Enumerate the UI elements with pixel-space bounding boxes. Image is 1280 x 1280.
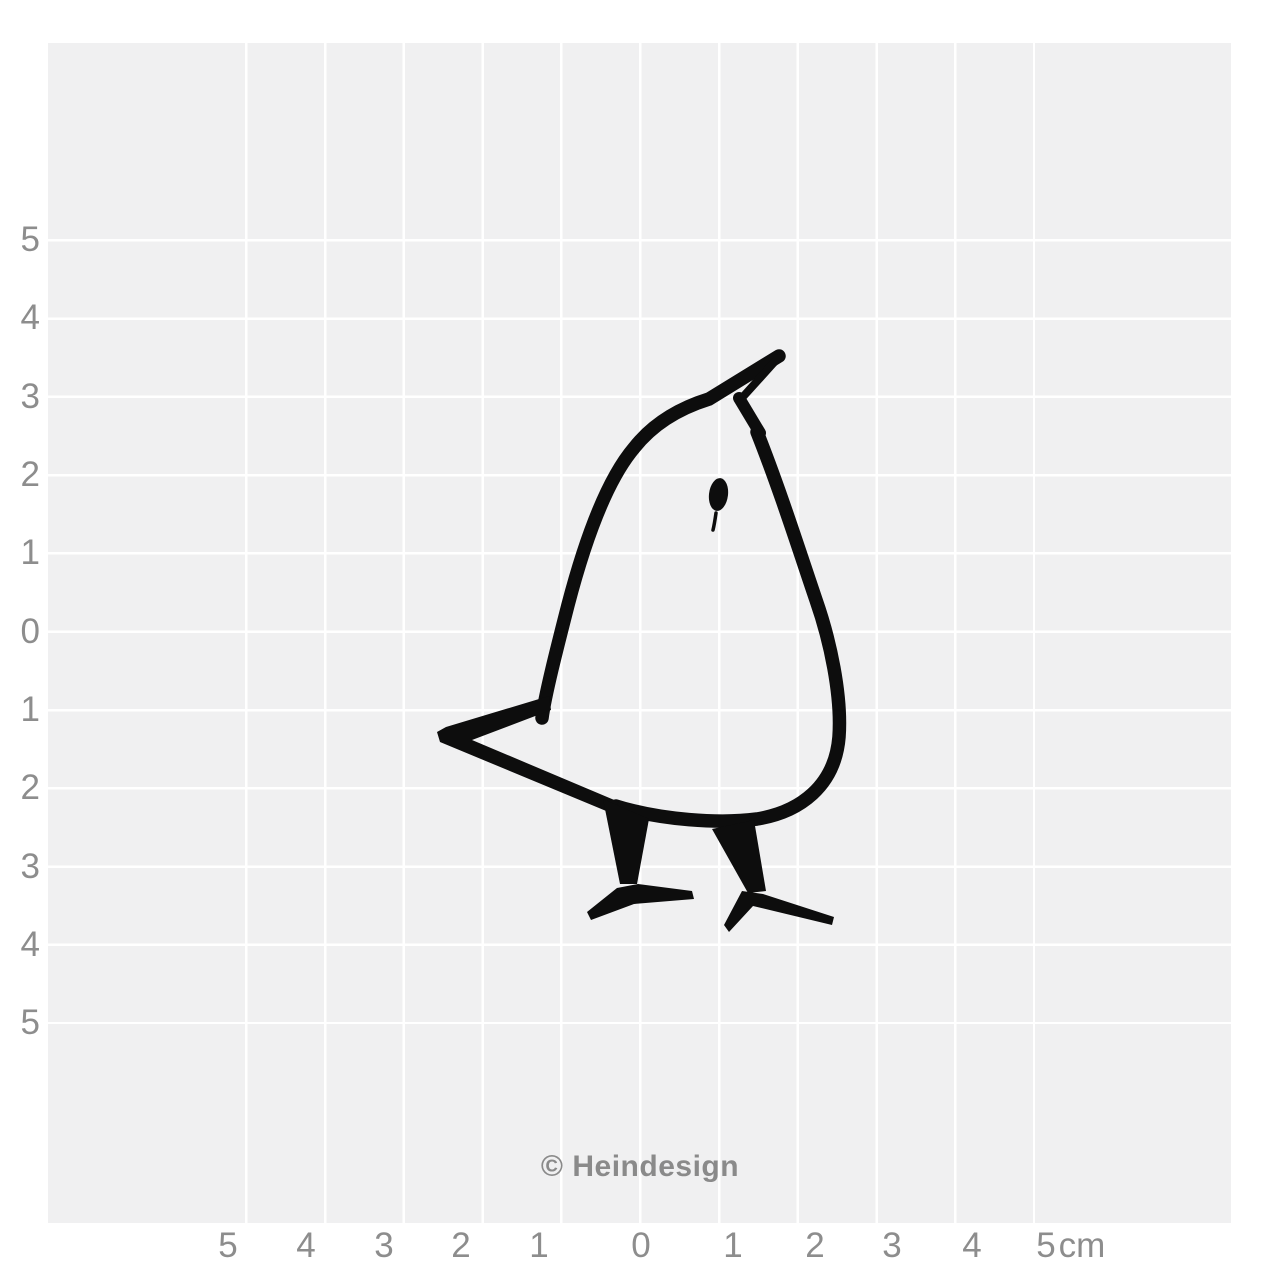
y-axis-label: 5: [20, 220, 40, 259]
x-axis-label: 1: [723, 1226, 743, 1265]
x-axis-label: 2: [451, 1226, 471, 1265]
y-axis-label: 2: [20, 455, 40, 494]
copyright-watermark: © Heindesign: [540, 1150, 740, 1183]
x-axis-label: 1: [529, 1226, 549, 1265]
y-axis-label: 0: [20, 612, 40, 651]
horizontal-gridlines: [48, 238, 1231, 1025]
y-axis-label: 2: [20, 768, 40, 807]
y-axis-label: 4: [20, 925, 40, 964]
y-axis-label: 3: [20, 847, 40, 886]
y-axis-label: 1: [20, 533, 40, 572]
y-axis-label: 4: [20, 298, 40, 337]
y-axis-label: 3: [20, 377, 40, 416]
y-axis-label: 1: [20, 690, 40, 729]
x-axis-label: 2: [805, 1226, 825, 1265]
measurement-grid: [48, 43, 1231, 1223]
x-axis-label: 5: [1036, 1226, 1056, 1265]
x-axis-label: 4: [962, 1226, 982, 1265]
x-axis-label: 3: [374, 1226, 394, 1265]
x-axis-label: 4: [296, 1226, 316, 1265]
x-axis-label: 0: [631, 1226, 651, 1265]
unit-label: cm: [1058, 1226, 1106, 1265]
y-axis-label: 5: [20, 1003, 40, 1042]
x-axis-label: 5: [218, 1226, 238, 1265]
x-axis-label: 3: [882, 1226, 902, 1265]
